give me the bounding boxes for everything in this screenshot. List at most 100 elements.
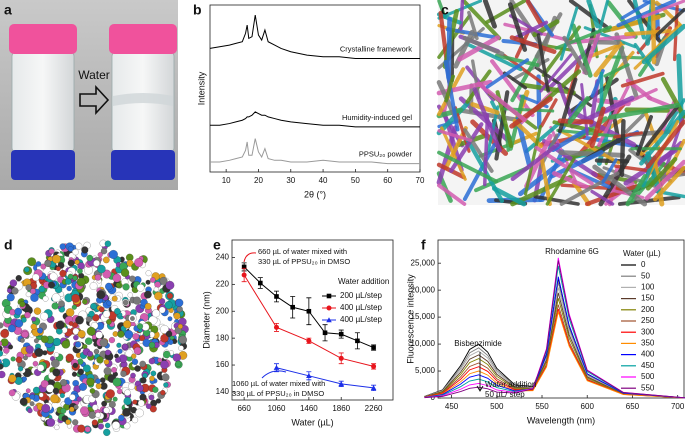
rod <box>459 0 465 31</box>
rod <box>559 171 620 206</box>
annotation: 660 µL of water mixed with <box>258 247 347 256</box>
rod <box>485 58 530 89</box>
marker <box>338 355 344 361</box>
bead <box>166 292 174 299</box>
bead <box>160 325 169 334</box>
bead <box>145 279 151 285</box>
rod <box>593 41 623 78</box>
bead <box>60 379 68 387</box>
x-axis-label: Water (µL) <box>291 417 333 427</box>
bead <box>0 340 3 347</box>
plot-frame <box>231 239 394 401</box>
legend-title: Water addition <box>338 277 389 286</box>
bead <box>103 256 110 264</box>
bead <box>165 330 173 338</box>
bead <box>160 360 169 369</box>
legend-label: 400 <box>641 350 655 359</box>
annotation-arrow <box>243 252 257 263</box>
bead <box>126 259 134 267</box>
bead <box>55 320 65 330</box>
legend-label: 550 <box>641 383 655 392</box>
bead <box>30 288 36 295</box>
bead <box>178 335 187 344</box>
bead <box>114 308 121 315</box>
panel-label: b <box>193 2 202 18</box>
bead <box>104 349 111 356</box>
bead <box>51 359 60 368</box>
panel-label: e <box>213 237 221 253</box>
bead <box>85 337 93 345</box>
bead <box>148 315 158 325</box>
bead <box>103 407 110 414</box>
bead <box>129 275 136 283</box>
bead <box>17 366 24 372</box>
bead <box>71 304 77 310</box>
rod <box>559 6 579 61</box>
bead <box>145 270 152 277</box>
bead <box>79 383 87 391</box>
bead <box>14 307 22 316</box>
bead <box>0 363 4 370</box>
bead <box>137 323 144 330</box>
marker <box>355 338 360 344</box>
bead <box>88 310 95 317</box>
bead <box>175 360 182 367</box>
x-tick-label: 1860 <box>332 404 350 413</box>
bead <box>41 335 49 344</box>
y-axis-label: Intensity <box>196 71 206 105</box>
rod <box>437 183 467 206</box>
rod <box>457 35 501 62</box>
rod <box>444 74 455 103</box>
bead <box>69 394 76 401</box>
bead <box>20 338 25 343</box>
bead <box>72 275 78 281</box>
bead <box>132 333 140 340</box>
marker <box>241 272 247 278</box>
rod <box>570 23 593 78</box>
legend-label: 300 <box>641 327 655 336</box>
bead <box>130 372 136 379</box>
bead <box>157 357 163 363</box>
vial-base <box>111 150 175 180</box>
rod <box>641 0 685 19</box>
y-tick-label: 5,000 <box>415 366 436 375</box>
bead <box>134 365 141 372</box>
bead <box>144 302 152 310</box>
series-line <box>424 304 685 399</box>
rod <box>476 81 527 123</box>
bead <box>117 330 125 338</box>
bead <box>60 407 67 414</box>
bead <box>6 293 15 302</box>
rod <box>509 96 553 129</box>
rod <box>539 154 552 206</box>
annotation: 1060 µL of water mixed with <box>232 379 325 388</box>
rod <box>590 189 615 206</box>
rod <box>523 125 543 196</box>
annotation: 330 µL of PPSU₂₀ in DMSO <box>232 389 324 398</box>
y-tick-label: 15,000 <box>411 312 436 321</box>
bead <box>65 353 74 362</box>
rod <box>655 7 685 37</box>
panel-label: f <box>421 237 426 253</box>
rod <box>494 53 540 67</box>
bead <box>67 259 75 267</box>
curve-label: PPSU₂₀ powder <box>359 150 413 159</box>
bead <box>0 329 9 338</box>
bead <box>24 311 31 319</box>
bead <box>77 368 84 375</box>
bead <box>51 302 59 310</box>
bead <box>123 320 132 329</box>
bead <box>61 340 71 349</box>
bead <box>80 406 89 415</box>
bead <box>100 247 108 255</box>
rod <box>567 96 590 125</box>
rod <box>491 186 527 207</box>
bead <box>154 291 163 301</box>
rod <box>660 76 685 119</box>
bead <box>27 257 37 267</box>
panel-d-image <box>0 239 189 436</box>
rod <box>472 87 502 153</box>
bead <box>8 324 16 333</box>
bead <box>122 283 130 291</box>
bead <box>116 342 122 348</box>
